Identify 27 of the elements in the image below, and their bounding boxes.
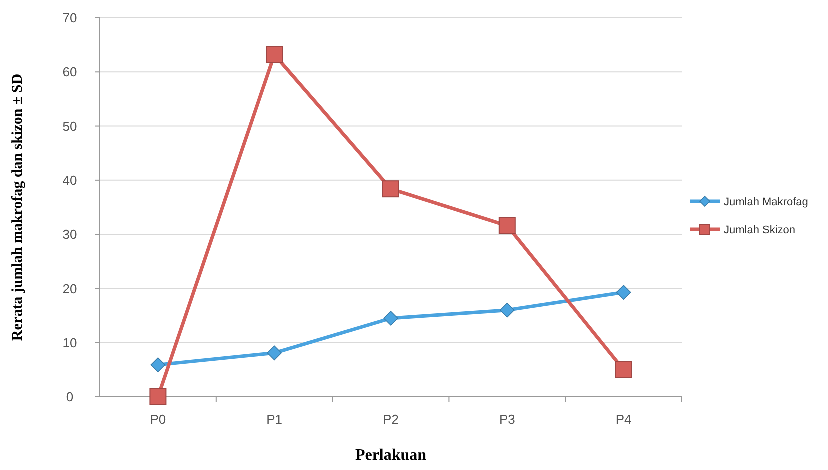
legend-label: Jumlah Skizon [724,224,796,236]
x-axis-title: Perlakuan [355,447,427,464]
y-tick-label: 60 [62,64,78,80]
point [382,180,400,198]
point [500,302,515,318]
point [150,388,167,406]
x-tick-label: P0 [150,412,166,427]
point [615,361,632,378]
y-tick-label: 40 [62,172,78,188]
y-tick-label: 50 [62,118,78,134]
y-tick-label: 20 [62,281,78,296]
point [267,346,282,361]
x-tick-label: P2 [383,412,399,427]
y-tick-label: 0 [66,390,74,405]
x-tick-label: P3 [499,412,516,427]
x-tick-label: P1 [266,412,283,427]
y-tick-label: 30 [62,227,78,242]
y-tick-label: 10 [62,335,78,350]
legend-label: Jumlah Makrofag [724,196,808,208]
point [266,46,284,64]
y-axis-title: Rerata jumlah makrofag dan skizon ± SD [10,74,26,342]
point [384,311,398,326]
point [150,358,166,372]
y-tick-label: 70 [62,10,78,26]
x-tick-label: P4 [616,412,632,427]
point [616,285,632,300]
point [498,217,516,234]
